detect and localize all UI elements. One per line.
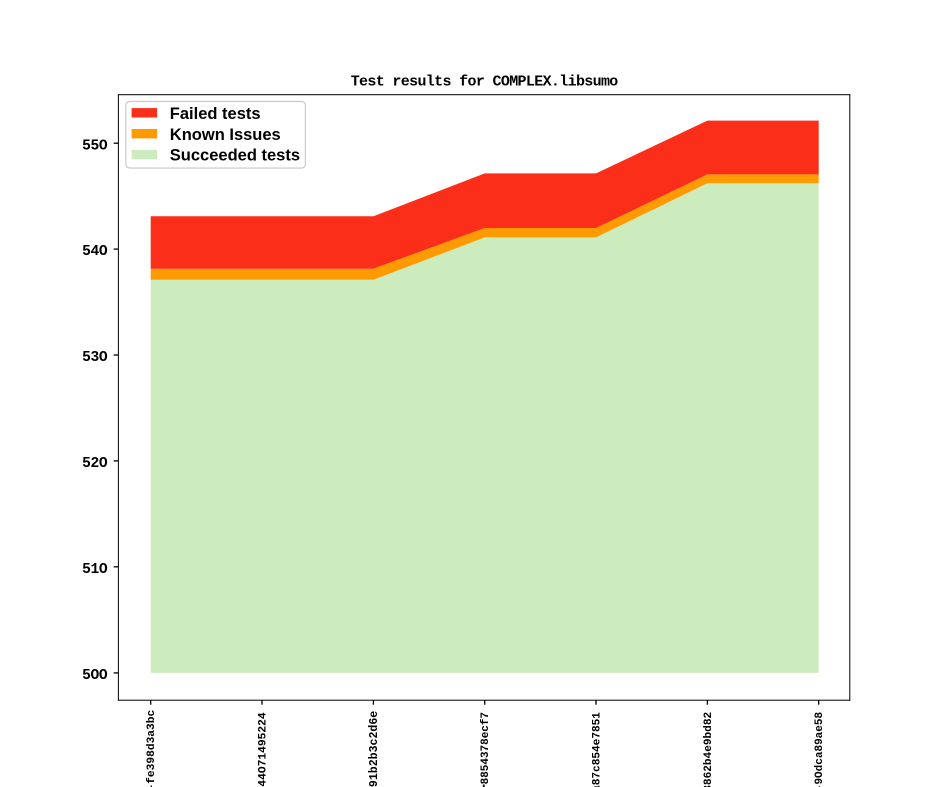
svg-text:5OO: 5OO <box>82 668 108 684</box>
svg-text:a87c854e7851: a87c854e7851 <box>592 712 604 787</box>
svg-text:53O: 53O <box>82 350 108 366</box>
svg-text:-9Odca89ae58: -9Odca89ae58 <box>814 712 826 787</box>
svg-text:8862b4e9bd82: 8862b4e9bd82 <box>703 712 715 787</box>
svg-text:8854378ecf7: 8854378ecf7 <box>480 712 492 784</box>
svg-text:54O: 54O <box>82 244 108 260</box>
svg-text:Known Issues: Known Issues <box>170 126 281 144</box>
svg-text:44O71495224: 44O71495224 <box>258 712 270 787</box>
svg-text:Succeeded tests: Succeeded tests <box>170 147 300 165</box>
svg-text:Failed tests: Failed tests <box>170 105 261 123</box>
svg-text:91b2b3c2d6e: 91b2b3c2d6e <box>368 711 381 787</box>
svg-text:55O: 55O <box>82 138 108 154</box>
svg-text:-fe398d3a3bc: -fe398d3a3bc <box>146 709 158 787</box>
svg-text:51O: 51O <box>82 562 108 578</box>
svg-text:52O: 52O <box>82 456 108 472</box>
svg-text:Test results for COMPLEX.libsu: Test results for COMPLEX.libsumo <box>351 74 619 91</box>
